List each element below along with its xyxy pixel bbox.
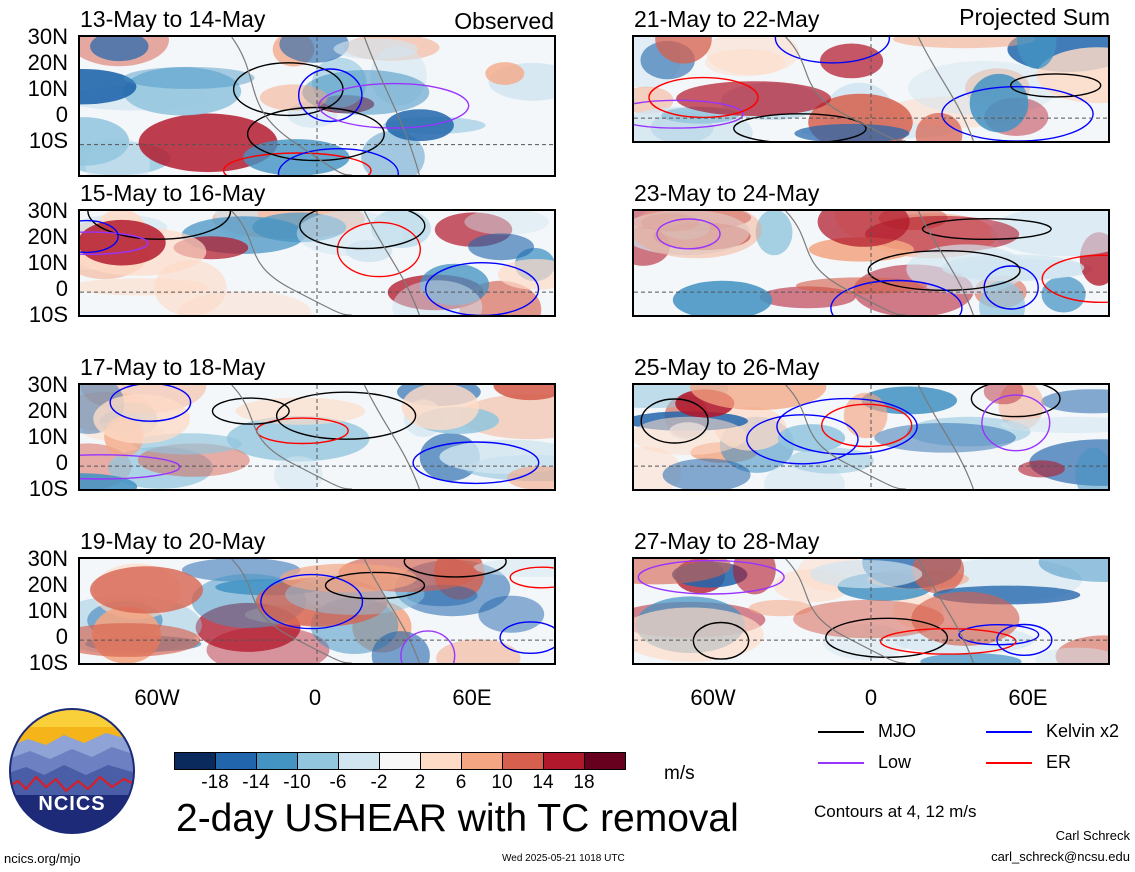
lat-label: 20N xyxy=(27,50,68,75)
contours-note: Contours at 4, 12 m/s xyxy=(814,802,977,821)
lat-label: 10S xyxy=(28,128,68,153)
ncics-logo-graphic xyxy=(9,708,135,834)
colorbar-swatch xyxy=(174,752,216,770)
legend-label-low: Low xyxy=(878,752,912,772)
colorbar-tick-label: -6 xyxy=(329,772,347,793)
observed-column-header: Observed xyxy=(454,8,554,34)
legend-swatch-mjo xyxy=(818,731,864,733)
lat-label: 0 xyxy=(55,624,68,649)
panel-title: 19-May to 20-May xyxy=(80,528,266,554)
panel-title: 27-May to 28-May xyxy=(634,528,820,554)
map-shading xyxy=(634,559,1108,663)
colorbar-tick-label: 18 xyxy=(573,772,595,793)
lat-label: 10N xyxy=(27,250,68,275)
legend-label-kelvin: Kelvin x2 xyxy=(1046,721,1120,741)
lat-label: 20N xyxy=(27,398,68,423)
lat-label: 10S xyxy=(28,476,68,501)
colorbar-swatch xyxy=(584,752,626,770)
legend-label-mjo: MJO xyxy=(878,721,916,741)
lat-label: 10N xyxy=(27,424,68,449)
colorbar-tick-label: 10 xyxy=(491,772,513,793)
colorbar-swatch xyxy=(502,752,544,770)
map-panel-observed-3 xyxy=(78,383,556,491)
lat-label: 10S xyxy=(28,650,68,675)
lat-label: 30N xyxy=(27,546,68,571)
lon-label: 0 xyxy=(308,685,322,710)
map-shading xyxy=(634,37,1108,141)
colorbar-tick-label: -18 xyxy=(201,772,229,793)
panel-title: 15-May to 16-May xyxy=(80,180,266,206)
legend-label-er: ER xyxy=(1046,752,1072,772)
lat-label: 10N xyxy=(27,598,68,623)
footer-email: carl_schreck@ncsu.edu xyxy=(991,849,1130,864)
colorbar-tick-label: -2 xyxy=(370,772,388,793)
colorbar-tick-label: 2 xyxy=(414,772,426,793)
panel-title: 17-May to 18-May xyxy=(80,354,266,380)
legend-swatch-kelvin xyxy=(986,731,1032,733)
lat-label: 30N xyxy=(27,372,68,397)
colorbar-swatch xyxy=(379,752,421,770)
panel-title: 21-May to 22-May xyxy=(634,6,820,32)
colorbar-swatch xyxy=(543,752,585,770)
colorbar-swatch xyxy=(420,752,462,770)
panel-title: 13-May to 14-May xyxy=(80,6,266,32)
lat-label: 10N xyxy=(27,76,68,101)
lat-label: 0 xyxy=(55,102,68,127)
colorbar-swatch xyxy=(215,752,257,770)
colorbar-tick-label: -10 xyxy=(283,772,311,793)
colorbar-swatch xyxy=(256,752,298,770)
footer-timestamp: Wed 2025-05-21 1018 UTC xyxy=(502,853,625,864)
colorbar-tick-label: 14 xyxy=(532,772,554,793)
footer-url: ncics.org/mjo xyxy=(4,851,81,866)
map-shading xyxy=(80,385,554,489)
lon-label: 60W xyxy=(134,685,180,710)
map-panel-observed-4 xyxy=(78,557,556,665)
lon-label: 60W xyxy=(690,685,736,710)
projected-column-header: Projected Sum xyxy=(959,4,1110,30)
map-shading xyxy=(634,385,1108,489)
colorbar-swatch xyxy=(461,752,503,770)
legend-swatch-er xyxy=(986,762,1032,764)
ncics-logo-text: NCICS xyxy=(38,793,106,815)
main-title: 2-day USHEAR with TC removal xyxy=(176,797,739,840)
colorbar-swatch xyxy=(297,752,339,770)
legend-swatch-low xyxy=(818,762,864,764)
map-shading xyxy=(80,37,554,175)
map-panel-projected-3 xyxy=(632,383,1110,491)
map-panel-observed-2 xyxy=(78,209,556,317)
lat-label: 0 xyxy=(55,450,68,475)
ncics-logo: NCICS xyxy=(8,707,136,835)
footer-author: Carl Schreck xyxy=(1055,828,1130,843)
lat-label: 30N xyxy=(27,198,68,223)
lat-label: 10S xyxy=(28,302,68,327)
panel-title: 23-May to 24-May xyxy=(634,180,820,206)
map-shading xyxy=(80,559,554,663)
map-shading xyxy=(634,211,1108,315)
colorbar-unit: m/s xyxy=(664,763,695,784)
map-panel-projected-4 xyxy=(632,557,1110,665)
map-panel-projected-1 xyxy=(632,35,1110,143)
lat-label: 30N xyxy=(27,24,68,49)
colorbar-swatch xyxy=(338,752,380,770)
colorbar-tick-label: 6 xyxy=(455,772,467,793)
colorbar-tick-label: -14 xyxy=(242,772,270,793)
panel-title: 25-May to 26-May xyxy=(634,354,820,380)
lon-label: 60E xyxy=(452,685,492,710)
map-panel-observed-1 xyxy=(78,35,556,177)
map-panel-projected-2 xyxy=(632,209,1110,317)
lat-label: 20N xyxy=(27,224,68,249)
lon-label: 60E xyxy=(1008,685,1048,710)
lat-label: 20N xyxy=(27,572,68,597)
map-shading xyxy=(80,211,554,315)
lat-label: 0 xyxy=(55,276,68,301)
lon-label: 0 xyxy=(864,685,878,710)
